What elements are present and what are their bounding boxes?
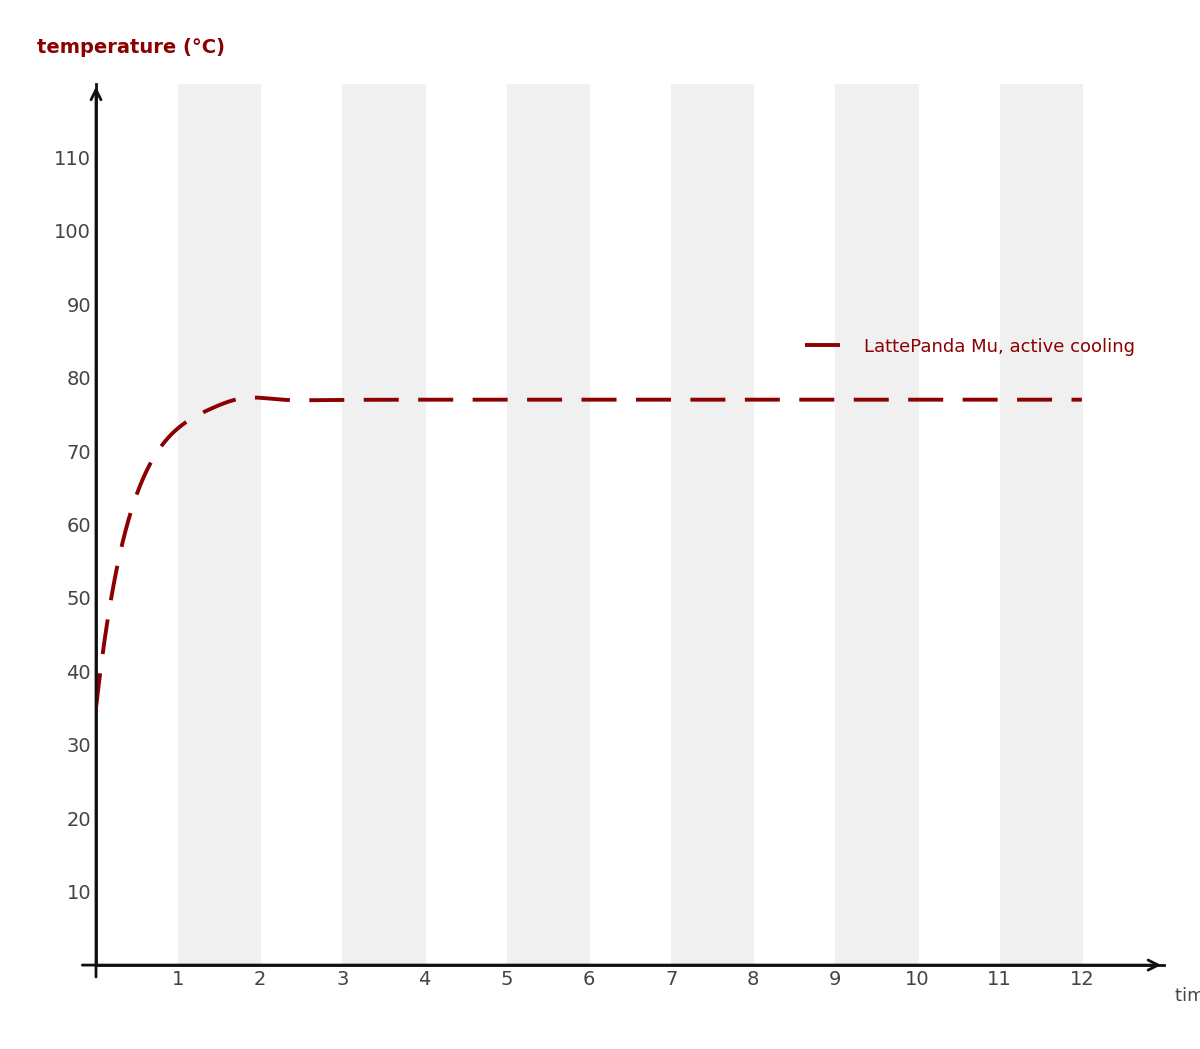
Text: time (min): time (min) [1175, 987, 1200, 1005]
Text: temperature (°C): temperature (°C) [37, 39, 226, 58]
LattePanda Mu, active cooling [1046, 393, 1061, 406]
Bar [671, 84, 754, 965]
Bar [506, 84, 589, 965]
LattePanda Mu, active cooling [139, 465, 154, 477]
Bar [178, 84, 260, 965]
Bar [1000, 84, 1082, 965]
Bar [342, 84, 425, 965]
LattePanda Mu, active cooling [246, 391, 260, 404]
LattePanda Mu, active cooling [569, 393, 583, 406]
LattePanda Mu, active cooling [89, 702, 103, 714]
Line: LattePanda Mu, active cooling: LattePanda Mu, active cooling [96, 398, 1082, 708]
Bar [835, 84, 918, 965]
LattePanda Mu, active cooling [1046, 393, 1061, 406]
LattePanda Mu, active cooling [1075, 393, 1090, 406]
LattePanda Mu, active cooling [865, 393, 880, 406]
LattePanda Mu, active cooling [542, 393, 557, 406]
Legend: LattePanda Mu, active cooling: LattePanda Mu, active cooling [798, 330, 1142, 363]
